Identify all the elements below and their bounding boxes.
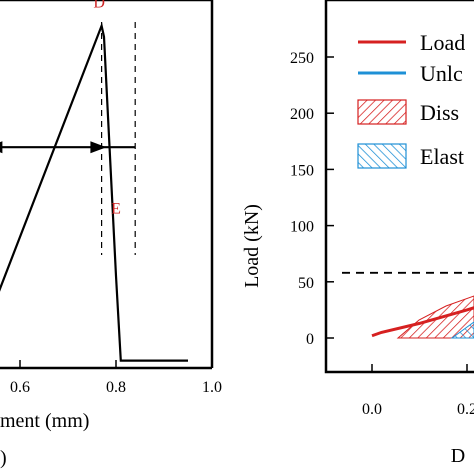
right-y-tick-label: 150: [290, 162, 314, 179]
width-arrow-left-head: [0, 141, 3, 154]
left-x-tick-label: 0.6: [10, 379, 30, 396]
right-plot-frame: [324, 0, 474, 374]
legend-label-unlc: Unlc: [420, 61, 463, 86]
legend-label-elast: Elast: [420, 144, 464, 169]
width-arrow-right-head: [90, 141, 107, 154]
right-y-tick-label: 100: [290, 219, 314, 236]
right-x-axis-title: D: [451, 445, 465, 467]
point-label-e: E: [111, 200, 121, 217]
legend-label-diss: Diss: [420, 100, 459, 125]
right-x-tick-label: 0.0: [362, 401, 382, 418]
right-y-tick-label: 50: [298, 275, 314, 292]
legend-label-load: Load: [420, 30, 465, 55]
left-x-tick-label: 0.8: [106, 379, 126, 396]
right-y-tick-label: 250: [290, 50, 314, 67]
right-y-tick-label: 0: [306, 331, 314, 348]
elastic-energy-area: [450, 321, 474, 339]
left-plot-frame: [0, 0, 214, 368]
left-x-tick-label: 1.0: [202, 379, 222, 396]
right-y-tick-label: 200: [290, 106, 314, 123]
point-label-d: D: [93, 0, 105, 11]
right-panel: 0 50 100 150 200 250 0.0 0.2 Load Unlc Diss Elast…: [241, 0, 474, 467]
left-panel-label: ): [0, 447, 7, 469]
legend-swatch-diss: [357, 99, 407, 125]
left-curve: [0, 21, 188, 362]
loading-curve: [371, 306, 474, 338]
right-y-axis-title: Load (kN): [241, 204, 263, 288]
left-x-axis-title: ment (mm): [0, 410, 89, 432]
left-panel: CDE 0.60.81.0 ment (mm) ): [0, 0, 222, 469]
legend-swatch-elast: [357, 143, 407, 169]
right-x-tick-label: 0.2: [457, 401, 474, 418]
